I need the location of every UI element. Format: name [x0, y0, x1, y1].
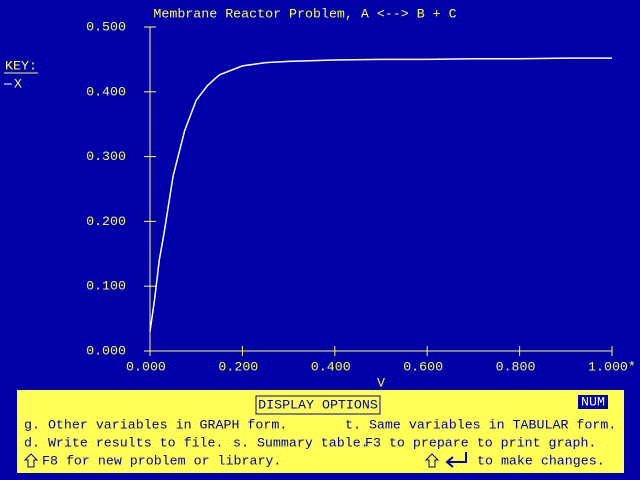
panel-title-box	[255, 395, 381, 415]
y-tick-label: 0.200	[86, 214, 126, 229]
panel-title: DISPLAY OPTIONS	[258, 398, 378, 413]
option[interactable]: t. Same variables in TABULAR form.	[345, 418, 616, 433]
enter-icon	[445, 452, 467, 468]
legend-title: KEY:	[5, 59, 37, 74]
x-tick-label: 0.400	[311, 360, 351, 375]
x-axis-label: V	[377, 376, 385, 391]
shift-icon	[424, 453, 440, 468]
status-indicator: NUM	[581, 395, 605, 410]
shift-icon	[23, 453, 39, 468]
x-tick-label: 0.800	[496, 360, 536, 375]
option[interactable]: g. Other variables in GRAPH form.	[24, 418, 287, 433]
data-line	[149, 57, 612, 332]
x-tick-label: 0.600	[403, 360, 443, 375]
x-tick-label: 0.200	[218, 360, 258, 375]
option[interactable]: to make changes.	[477, 454, 605, 469]
status-box	[578, 395, 608, 409]
chart-title: Membrane Reactor Problem, A <--> B + C	[153, 7, 456, 22]
x-tick-label: 0.000	[126, 360, 166, 375]
option[interactable]: F3 to prepare to print graph.	[365, 436, 596, 451]
option[interactable]: F8 for new problem or library.	[42, 454, 281, 469]
y-tick-label: 0.500	[86, 20, 126, 35]
y-tick-label: 0.300	[86, 149, 126, 164]
legend-label: X	[14, 77, 22, 92]
x-tick-label: 1.000*	[588, 360, 636, 375]
option[interactable]: s. Summary table.	[233, 436, 369, 451]
y-tick-label: 0.000	[86, 344, 126, 359]
y-tick-label: 0.100	[86, 279, 126, 294]
y-tick-label: 0.400	[86, 84, 126, 99]
option[interactable]: d. Write results to file.	[24, 436, 224, 451]
